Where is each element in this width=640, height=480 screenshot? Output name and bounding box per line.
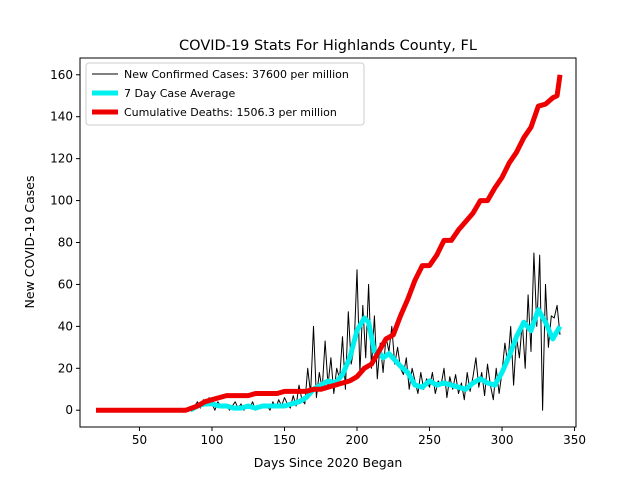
y-tick-label: 100: [50, 194, 73, 208]
y-tick-label: 120: [50, 152, 73, 166]
legend-label-cumulative-deaths: Cumulative Deaths: 1506.3 per million: [124, 106, 337, 119]
chart-title: COVID-19 Stats For Highlands County, FL: [179, 38, 477, 54]
x-tick-label: 100: [201, 433, 224, 447]
x-tick-label: 250: [418, 433, 441, 447]
y-tick-label: 20: [58, 361, 73, 375]
legend-box: [85, 62, 365, 126]
x-tick-label: 300: [491, 433, 514, 447]
y-axis: 0 20 40 60 80 100 120 140 160: [50, 68, 80, 417]
x-axis: 50 100 150 200 250 300 350: [132, 427, 586, 447]
y-tick-label: 40: [58, 319, 73, 333]
series-line-cumulative-deaths: [96, 74, 563, 413]
y-tick-label: 0: [65, 403, 73, 417]
series-layer: [96, 74, 563, 413]
x-tick-label: 350: [563, 433, 586, 447]
x-tick-label: 150: [273, 433, 296, 447]
y-tick-label: 60: [58, 277, 73, 291]
y-axis-label: New COVID-19 Cases: [22, 176, 37, 309]
y-tick-label: 160: [50, 68, 73, 82]
legend-label-new-cases: New Confirmed Cases: 37600 per million: [124, 68, 349, 81]
legend-label-7-day-average: 7 Day Case Average: [124, 87, 236, 100]
x-axis-label: Days Since 2020 Began: [254, 455, 403, 470]
x-tick-label: 50: [132, 433, 147, 447]
y-tick-label: 140: [50, 110, 73, 124]
legend: New Confirmed Cases: 37600 per million 7…: [85, 62, 365, 126]
x-tick-label: 200: [346, 433, 369, 447]
y-tick-label: 80: [58, 236, 73, 250]
